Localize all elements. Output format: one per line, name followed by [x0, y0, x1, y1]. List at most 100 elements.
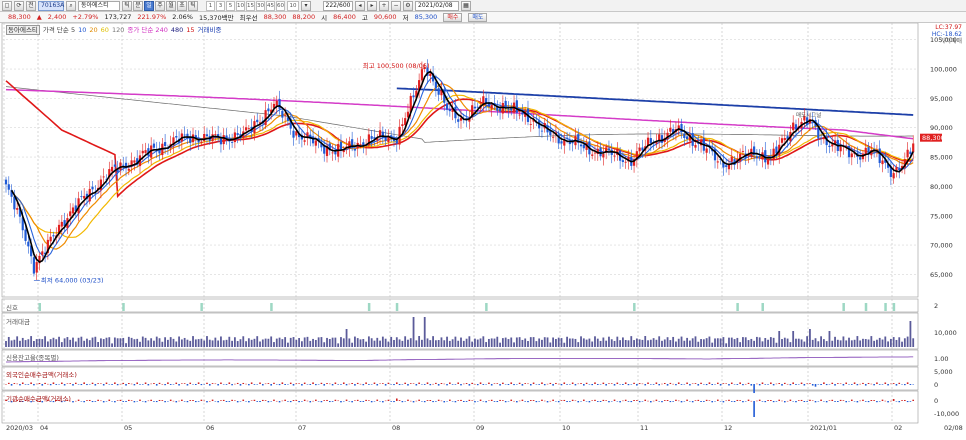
- inst-bar: [298, 401, 300, 403]
- candle-down: [764, 150, 767, 163]
- legend-item-7[interactable]: 480: [170, 26, 184, 34]
- foreign-bar: [301, 384, 303, 386]
- volume-bar: [733, 339, 736, 347]
- chart-area[interactable]: 2020/03 04 05 06 07 08 09 10 11 12 2021/01 02 02/08 1…: [0, 22, 966, 433]
- inst-bar: [38, 400, 41, 402]
- legend-item-0[interactable]: 동아에스티: [6, 25, 40, 35]
- interval-button-60[interactable]: 60: [276, 0, 285, 11]
- volume-bar: [74, 341, 77, 347]
- corner-hc: HC:-18.62: [931, 31, 962, 38]
- candle-down: [373, 137, 376, 139]
- interval-input[interactable]: 10: [287, 0, 299, 11]
- refresh-button[interactable]: ⟳: [14, 0, 24, 11]
- candle-up: [99, 179, 103, 191]
- period-button-1[interactable]: 분: [133, 0, 143, 11]
- inst-bar: [342, 401, 345, 402]
- inst-bar: [10, 401, 13, 403]
- interval-button-5[interactable]: 5: [226, 0, 235, 11]
- inst-bar: [197, 401, 200, 402]
- scroll-right-icon[interactable]: ▸: [367, 0, 377, 11]
- inst-bar: [172, 400, 175, 402]
- zoom-in-icon[interactable]: +: [379, 0, 389, 11]
- period-button-0[interactable]: 틱: [122, 0, 132, 11]
- candle-up: [593, 152, 597, 154]
- inst-bar: [786, 400, 789, 402]
- inst-bar: [627, 401, 630, 402]
- date-field[interactable]: 2021/02/08: [415, 0, 459, 11]
- period-button-3[interactable]: 주: [155, 0, 165, 11]
- volume-bar: [44, 336, 46, 347]
- volume-bar: [543, 337, 546, 347]
- volume-bar: [119, 338, 122, 347]
- candle-down: [859, 157, 862, 160]
- interval-button-30[interactable]: 30: [256, 0, 265, 11]
- volume-bar: [795, 338, 797, 347]
- stock-name-field[interactable]: 동아에스티: [78, 0, 120, 11]
- candle-down: [27, 241, 30, 247]
- sell-button[interactable]: 매도: [468, 12, 488, 22]
- interval-button-1[interactable]: 1: [206, 0, 215, 11]
- new-window-button[interactable]: ◻: [2, 0, 12, 11]
- candle-up: [875, 149, 879, 151]
- legend-item-5[interactable]: 120: [111, 26, 125, 34]
- foreign-tick-1: 0: [934, 381, 938, 389]
- foreign-bar: [404, 382, 406, 384]
- foreign-bar: [516, 384, 518, 385]
- search-icon[interactable]: ⌕: [66, 0, 76, 11]
- period-button-2[interactable]: 일: [144, 0, 154, 11]
- inst-bar: [644, 399, 647, 401]
- volume-bar: [552, 337, 555, 347]
- market-select-button[interactable]: 전: [26, 0, 36, 11]
- inst-bar: [825, 401, 828, 403]
- legend-item-1[interactable]: 가격 단순 5: [42, 26, 76, 34]
- interval-button-45[interactable]: 45: [266, 0, 275, 11]
- foreign-bar: [88, 384, 91, 385]
- settings-gear-icon[interactable]: ⚙: [403, 0, 413, 11]
- volume-bar: [88, 340, 91, 347]
- foreign-bar: [80, 384, 83, 386]
- inst-bar: [744, 401, 747, 402]
- candle-down: [116, 169, 119, 173]
- foreign-bar: [298, 383, 300, 384]
- volume-bar: [635, 338, 638, 347]
- interval-button-3[interactable]: 3: [216, 0, 225, 11]
- legend-item-9[interactable]: 거래비중: [197, 26, 222, 34]
- interval-dropdown-icon[interactable]: ▾: [301, 0, 311, 11]
- legend-item-6[interactable]: 종가 단순 240: [127, 26, 168, 34]
- inst-bar: [722, 401, 725, 403]
- volume-bar: [189, 340, 192, 347]
- interval-button-15[interactable]: 15: [246, 0, 255, 11]
- inst-bar: [585, 401, 588, 402]
- stock-code-input[interactable]: 70163A: [38, 0, 64, 11]
- candle-up: [596, 148, 599, 154]
- volume-bar: [141, 336, 144, 347]
- foreign-bar: [650, 384, 652, 385]
- candle-down: [267, 108, 270, 112]
- candle-down: [873, 149, 876, 150]
- period-button-6[interactable]: 틱: [188, 0, 198, 11]
- candle-down: [599, 147, 602, 157]
- interval-button-10[interactable]: 10: [236, 0, 245, 11]
- volume-bar: [58, 336, 60, 347]
- foreign-bar: [418, 382, 420, 384]
- foreign-bar: [613, 384, 616, 386]
- legend-item-3[interactable]: 20: [89, 26, 98, 34]
- volume-bar: [582, 338, 585, 347]
- inst-bar: [853, 401, 856, 402]
- volume-bar: [753, 340, 755, 347]
- buy-button[interactable]: 매수: [443, 12, 463, 22]
- foreign-bar: [376, 384, 379, 386]
- legend-item-4[interactable]: 60: [100, 26, 109, 34]
- period-button-5[interactable]: 초: [177, 0, 187, 11]
- zoom-out-icon[interactable]: −: [391, 0, 401, 11]
- volume-bar: [387, 341, 390, 347]
- stock-chart-canvas[interactable]: 2020/03 04 05 06 07 08 09 10 11 12 2021/01 02 02/081…: [0, 22, 966, 433]
- data-count-field[interactable]: 222/600: [323, 0, 353, 11]
- foreign-bar: [834, 384, 836, 386]
- legend-item-2[interactable]: 10: [78, 26, 87, 34]
- calendar-icon[interactable]: ▦: [461, 0, 471, 11]
- volume-bar: [404, 336, 407, 347]
- legend-item-8[interactable]: 15: [186, 26, 195, 34]
- scroll-left-icon[interactable]: ◂: [355, 0, 365, 11]
- period-button-4[interactable]: 월: [166, 0, 176, 11]
